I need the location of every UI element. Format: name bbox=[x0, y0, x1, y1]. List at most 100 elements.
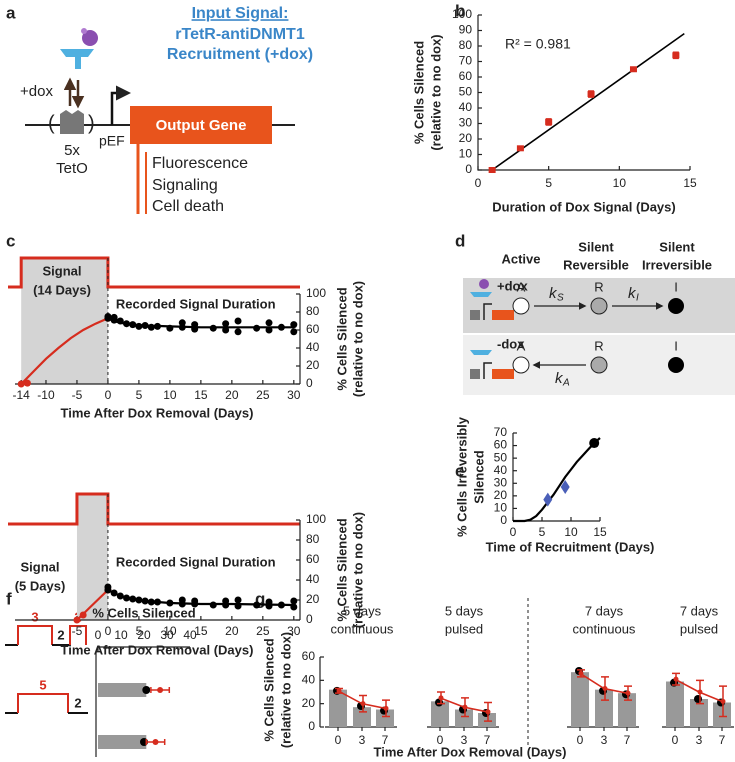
panel-label: d bbox=[455, 231, 465, 250]
point bbox=[265, 326, 273, 334]
bar bbox=[329, 689, 347, 727]
point bbox=[209, 324, 217, 332]
point bbox=[154, 598, 161, 606]
panel-label: f bbox=[6, 589, 12, 608]
subplot-title: pulsed bbox=[445, 621, 483, 636]
x-tick-label: 3 bbox=[696, 733, 703, 747]
point bbox=[253, 601, 261, 609]
y-tick-label: 60 bbox=[306, 322, 320, 336]
y-axis-label: % Cells Silenced bbox=[334, 287, 349, 390]
point bbox=[191, 321, 199, 329]
y-tick-label: 70 bbox=[494, 425, 508, 439]
y-tick-label: 100 bbox=[306, 286, 326, 300]
bar bbox=[666, 681, 684, 727]
annotation: Recorded Signal Duration bbox=[116, 554, 276, 569]
signal-diagram: Input Signal: rTetR-antiDNMT1 Recruitmen… bbox=[20, 5, 313, 215]
promoter-arrow bbox=[110, 85, 131, 125]
bar bbox=[431, 701, 449, 727]
x-tick-label: 30 bbox=[160, 628, 174, 642]
x-tick-label: 0 bbox=[437, 733, 444, 747]
model-point bbox=[673, 676, 679, 682]
point bbox=[234, 328, 242, 336]
y-tick-label: 80 bbox=[306, 532, 320, 546]
x-tick-label: 0 bbox=[335, 733, 342, 747]
x-tick-label: 5 bbox=[545, 176, 552, 190]
y-tick-label: 20 bbox=[306, 592, 320, 606]
promoter-icon bbox=[483, 303, 492, 320]
x-tick-label: 15 bbox=[593, 525, 607, 539]
point bbox=[166, 324, 174, 332]
x-axis-label: Time After Dox Removal (Days) bbox=[61, 405, 254, 420]
y-tick-label: 0 bbox=[306, 376, 313, 390]
point bbox=[166, 599, 174, 607]
state-header: Silent bbox=[659, 239, 695, 254]
state-symbol: R bbox=[594, 338, 603, 353]
point bbox=[543, 492, 553, 507]
x-tick-label: 30 bbox=[287, 624, 301, 638]
diagram-subtitle: rTetR-antiDNMT1 bbox=[175, 26, 305, 43]
pulse-gap: 2 bbox=[57, 627, 64, 642]
point bbox=[209, 601, 217, 609]
point bbox=[110, 589, 118, 597]
protein-icon bbox=[470, 350, 492, 355]
y-tick-label: 80 bbox=[306, 304, 320, 318]
model-diagram: Active Silent Reversible Silent Irrevers… bbox=[463, 239, 735, 395]
state-irreversible bbox=[668, 357, 684, 373]
point bbox=[589, 438, 600, 449]
x-tick-label: 5 bbox=[136, 388, 143, 402]
x-tick-label: 10 bbox=[114, 628, 128, 642]
signal-window bbox=[21, 258, 108, 384]
y-tick-label: 60 bbox=[302, 649, 316, 663]
x-tick-label: 0 bbox=[105, 624, 112, 638]
operator-icon bbox=[60, 110, 84, 134]
x-tick-label: 0 bbox=[105, 388, 112, 402]
point bbox=[234, 602, 242, 610]
y-axis-label: % Cells Silenced bbox=[334, 518, 349, 621]
bar bbox=[98, 683, 147, 697]
model-point bbox=[438, 695, 444, 701]
bar bbox=[98, 735, 147, 749]
point bbox=[277, 323, 285, 331]
point bbox=[488, 167, 496, 173]
point bbox=[222, 326, 230, 334]
x-axis-label: Time of Recruitment (Days) bbox=[486, 539, 655, 554]
x-tick-label: 20 bbox=[225, 624, 239, 638]
point bbox=[141, 322, 149, 329]
x-tick-label: 7 bbox=[382, 733, 389, 747]
point bbox=[135, 322, 143, 330]
point bbox=[104, 313, 112, 320]
bar bbox=[571, 672, 589, 727]
pulse-length: 3 bbox=[31, 609, 38, 624]
y-axis-label: (relative to no dox) bbox=[350, 512, 365, 628]
point bbox=[672, 52, 680, 59]
x-tick-label: 15 bbox=[194, 624, 208, 638]
model-point bbox=[625, 690, 631, 696]
y-tick-label: 70 bbox=[459, 54, 473, 68]
state-symbol: A bbox=[517, 279, 526, 294]
point bbox=[141, 597, 149, 605]
x-tick-label: 10 bbox=[163, 388, 177, 402]
point bbox=[290, 328, 298, 336]
rate-symbol: k bbox=[549, 285, 558, 302]
y-axis-label: (relative to no dox) bbox=[350, 281, 365, 397]
bar bbox=[690, 699, 708, 727]
x-tick-label: -10 bbox=[37, 388, 55, 402]
gene-icon bbox=[492, 310, 514, 320]
y-tick-label: 40 bbox=[459, 100, 473, 114]
bar bbox=[478, 713, 496, 727]
x-tick-label: 25 bbox=[256, 624, 270, 638]
protein-icon bbox=[470, 292, 492, 297]
x-tick-label: 0 bbox=[95, 628, 102, 642]
y-axis-label: % Cells Silenced bbox=[411, 41, 426, 144]
annotation: R² = 0.981 bbox=[505, 36, 571, 52]
model-point bbox=[578, 670, 584, 676]
point bbox=[135, 596, 143, 604]
point bbox=[265, 319, 273, 327]
operator-label: TetO bbox=[56, 160, 88, 177]
x-tick-label: 5 bbox=[539, 525, 546, 539]
gene-box bbox=[130, 106, 272, 144]
x-tick-label: 20 bbox=[137, 628, 151, 642]
model-point bbox=[336, 688, 342, 694]
signal-label: Signal bbox=[20, 559, 59, 574]
